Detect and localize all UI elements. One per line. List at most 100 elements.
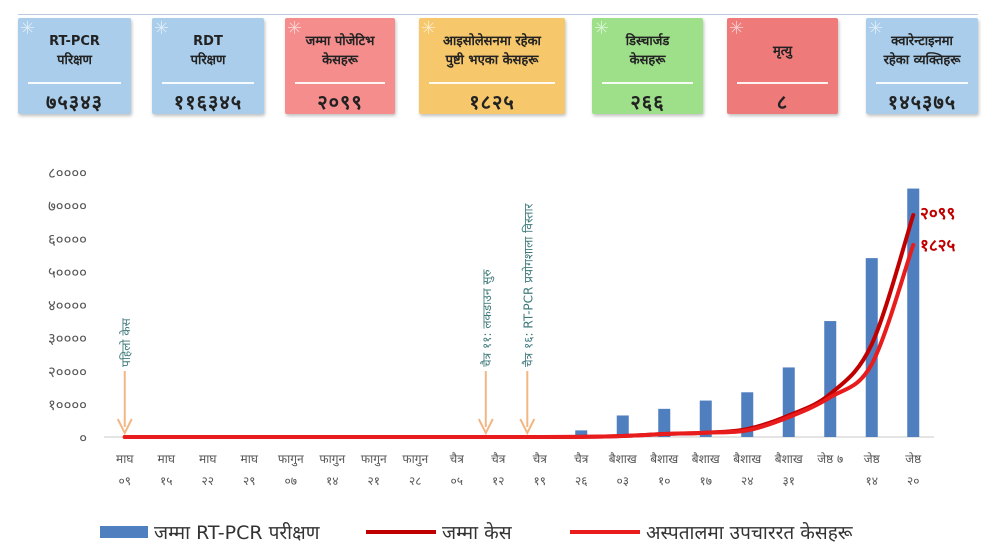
x-tick-label: १४ — [866, 474, 878, 488]
x-tick-label: बैशाख — [650, 452, 678, 466]
summary-card-1: ✳ RDT परिक्षण ११६३४५ — [152, 18, 264, 114]
hospitalized-line — [122, 242, 916, 440]
x-tick-label: ०७ — [285, 474, 297, 488]
virus-icon: ✳ — [729, 18, 745, 39]
card-value: ११६३४५ — [173, 90, 243, 114]
card-value: १८२५ — [469, 90, 515, 114]
summary-card-6: ✳ क्वारेन्टाइनमा रहेका व्यक्तिहरू १४५३७५ — [866, 18, 978, 114]
card-label: जम्मा पोजेटिभ केसहरू — [305, 34, 375, 68]
x-tick-label: फागुन — [319, 452, 345, 467]
summary-card-5: ✳ मृत्यु ८ — [727, 18, 838, 114]
card-divider — [295, 82, 385, 84]
x-tick-label: फागुन — [278, 452, 304, 467]
card-value: २०९९ — [317, 90, 363, 114]
test-bar — [699, 400, 712, 437]
annotation-label: चैत्र १६: RT-PCR प्रयोगशाला विस्तार — [521, 202, 535, 367]
annotation-arrowhead — [477, 418, 494, 436]
test-bar — [658, 408, 671, 437]
x-tick-label: माघ — [158, 452, 176, 466]
x-tick-label: माघ — [199, 452, 217, 466]
y-tick-label: ४०००० — [48, 297, 87, 315]
x-tick-label: २६ — [575, 474, 587, 488]
x-tick-label: बैशाख — [733, 452, 761, 466]
x-tick-label: चैत्र — [574, 452, 589, 466]
card-label: आइसोलेसनमा रहेका पुष्टी भएका केसहरू — [443, 34, 541, 68]
virus-icon: ✳ — [20, 18, 36, 39]
series-end-label: १८२५ — [920, 236, 956, 256]
x-tick-label: बैशाख — [775, 452, 803, 466]
test-bar — [824, 321, 837, 437]
y-tick-label: ७०००० — [48, 197, 87, 215]
x-tick-label: जेष्ठ — [864, 452, 881, 466]
x-tick-label: जेष्ठ ७ — [817, 452, 843, 466]
x-tick-label: ०९ — [119, 474, 131, 488]
x-tick-label: १४ — [326, 474, 338, 488]
card-label: RDT परिक्षण — [190, 34, 226, 68]
annotation-arrowhead — [519, 418, 536, 436]
virus-icon: ✳ — [868, 18, 884, 39]
legend-item-tests: जम्मा RT-PCR परीक्षण — [100, 514, 319, 550]
x-tick-label: चैत्र — [450, 452, 465, 466]
card-divider — [162, 82, 254, 84]
x-tick-label: माघ — [241, 452, 259, 466]
x-tick-label: २८ — [409, 474, 421, 488]
x-tick-label: १२ — [492, 474, 504, 488]
total-cases-line — [122, 213, 916, 440]
x-tick-label: १० — [658, 474, 670, 488]
virus-icon: ✳ — [154, 18, 170, 39]
card-value: २६६ — [630, 90, 665, 114]
annotation-arrowhead — [116, 418, 133, 436]
card-divider — [429, 82, 555, 84]
card-label: मृत्यु — [772, 43, 793, 59]
x-tick-label: चैत्र — [533, 452, 548, 466]
x-tick-label: ०५ — [451, 474, 463, 488]
card-divider — [602, 82, 693, 84]
annotation-label: पहिलो केस — [119, 317, 133, 367]
test-bar — [782, 367, 795, 437]
test-bar — [575, 430, 588, 437]
x-tick-label: बैशाख — [609, 452, 637, 466]
covid-trend-chart: ८०००० ७०००० ६०००० ५०००० ४०००० ३०००० २०००० १००००… — [48, 164, 956, 488]
card-label: क्वारेन्टाइनमा रहेका व्यक्तिहरू — [883, 34, 961, 68]
y-tick-label: २०००० — [48, 363, 87, 381]
card-label: डिस्चार्जड केसहरू — [625, 34, 670, 68]
y-tick-label: ५०००० — [48, 263, 87, 281]
y-tick-label: ० — [79, 429, 87, 447]
legend-item-hospital: अस्पतालमा उपचाररत केसहरू — [570, 514, 853, 550]
x-tick-label: जेष्ठ — [905, 452, 922, 466]
x-tick-label: बैशाख — [692, 452, 720, 466]
legend-label-hospital: अस्पतालमा उपचाररत केसहरू — [646, 522, 853, 544]
legend-swatch-bar — [100, 526, 148, 538]
legend-label-cases: जम्मा केस — [442, 522, 512, 544]
header-divider — [18, 14, 978, 15]
virus-icon: ✳ — [421, 18, 437, 39]
series-end-label: २०९९ — [920, 204, 955, 224]
y-tick-label: ६०००० — [48, 230, 87, 248]
x-tick-label: फागुन — [361, 452, 387, 467]
test-bar — [616, 415, 629, 437]
test-bar — [741, 392, 754, 437]
legend-label-tests: जम्मा RT-PCR परीक्षण — [154, 522, 320, 544]
card-label: RT-PCR परिक्षण — [49, 34, 100, 68]
y-tick-label: १०००० — [48, 396, 87, 414]
virus-icon: ✳ — [594, 18, 610, 39]
card-value: ८ — [776, 90, 789, 114]
x-tick-label: फागुन — [402, 452, 428, 467]
x-tick-label: १९ — [534, 474, 546, 488]
annotation-label: चैत्र ११: लकडाउन सुरु — [480, 269, 495, 367]
x-tick-label: २४ — [741, 474, 753, 488]
legend-swatch-cases — [366, 530, 436, 534]
x-tick-label: २० — [907, 474, 919, 488]
card-divider — [876, 82, 968, 84]
y-tick-label: ३०००० — [48, 330, 87, 348]
x-tick-label: १७ — [700, 474, 712, 488]
legend-swatch-hospital — [570, 530, 640, 534]
summary-card-4: ✳ डिस्चार्जड केसहरू २६६ — [592, 18, 703, 114]
legend-item-cases: जम्मा केस — [366, 514, 512, 550]
x-tick-label: १५ — [160, 474, 172, 488]
summary-card-2: ✳ जम्मा पोजेटिभ केसहरू २०९९ — [285, 18, 395, 114]
card-value: १४५३७५ — [887, 90, 957, 114]
x-tick-label: २९ — [243, 474, 255, 488]
x-tick-label: माघ — [116, 452, 134, 466]
y-tick-label: ८०००० — [48, 164, 87, 182]
